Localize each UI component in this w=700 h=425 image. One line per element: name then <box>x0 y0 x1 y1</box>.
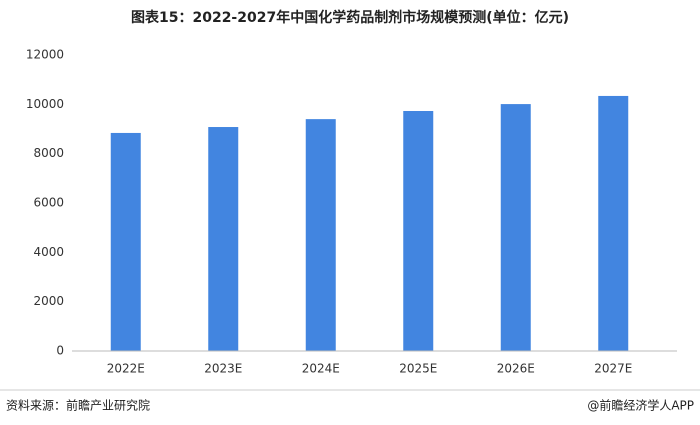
y-tick-label: 12000 <box>26 48 64 62</box>
source: 资料来源：前瞻产业研究院 <box>6 398 150 413</box>
y-tick-label: 2000 <box>33 294 64 308</box>
chart-title: 图表15：2022-2027年中国化学药品制剂市场规模预测(单位：亿元) <box>131 9 569 26</box>
y-tick-label: 0 <box>56 344 64 358</box>
bar <box>500 104 531 351</box>
bar <box>598 95 629 352</box>
bar <box>403 110 434 351</box>
x-tick-label: 2027E <box>594 362 632 376</box>
y-tick-label: 6000 <box>33 196 64 210</box>
y-tick-label: 8000 <box>33 146 64 160</box>
bar <box>305 119 336 351</box>
credit: @前瞻经济学人APP <box>587 398 694 413</box>
y-tick-label: 4000 <box>33 245 64 259</box>
x-tick-label: 2022E <box>107 362 145 376</box>
bar <box>208 127 239 351</box>
y-tick-label: 10000 <box>26 97 64 111</box>
x-tick-label: 2024E <box>302 362 340 376</box>
x-tick-label: 2025E <box>399 362 437 376</box>
x-tick-label: 2023E <box>204 362 242 376</box>
bar <box>110 132 141 351</box>
x-tick-label: 2026E <box>497 362 535 376</box>
